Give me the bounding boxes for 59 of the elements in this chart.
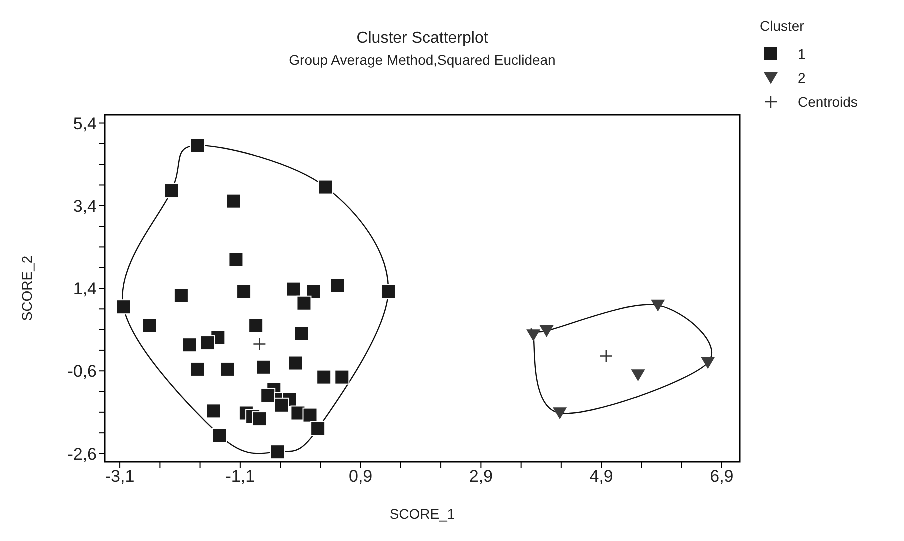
y-axis-title: SCORE_2 — [18, 256, 35, 322]
point — [380, 284, 396, 300]
y-tick-label: 5,4 — [73, 114, 97, 134]
point — [182, 338, 198, 353]
point — [174, 288, 189, 304]
point — [651, 300, 666, 312]
y-tick-label: 1,4 — [73, 280, 97, 299]
point — [190, 138, 206, 154]
chart-subtitle: Group Average Method,Squared Euclidean — [288, 52, 557, 68]
point — [553, 408, 568, 420]
point — [310, 421, 326, 436]
point — [302, 408, 318, 423]
point — [226, 194, 242, 209]
point — [306, 284, 322, 300]
point — [220, 362, 236, 377]
point — [260, 388, 276, 403]
point — [334, 370, 350, 385]
point — [318, 180, 334, 195]
point — [330, 278, 346, 294]
chart-title: Cluster Scatterplot — [356, 30, 490, 48]
point — [256, 360, 272, 375]
x-tick-label: -1,1 — [226, 467, 256, 486]
point — [228, 252, 244, 268]
point — [212, 428, 228, 444]
point — [116, 300, 132, 315]
point — [526, 330, 541, 342]
legend-label: Centroids — [798, 94, 858, 110]
point — [206, 404, 222, 419]
x-tick-label: 0,9 — [348, 467, 373, 486]
legend-label: 1 — [798, 46, 806, 62]
point — [190, 362, 206, 377]
point — [252, 412, 268, 427]
legend-title: Cluster — [760, 18, 806, 34]
y-tick-label: 3,4 — [73, 196, 97, 216]
point — [294, 326, 310, 342]
x-tick-label: 6,9 — [710, 467, 734, 486]
y-tick-label: -0,6 — [68, 362, 97, 382]
point — [164, 184, 180, 199]
point — [701, 357, 716, 370]
point — [296, 296, 312, 311]
point — [316, 370, 332, 385]
x-tick-label: -3,1 — [105, 467, 135, 486]
point — [286, 282, 302, 297]
x-axis-title: SCORE_1 — [390, 506, 456, 522]
point — [142, 318, 158, 334]
point — [631, 370, 646, 382]
y-tick-label: -2,6 — [68, 444, 97, 464]
x-tick-label: 4,9 — [590, 467, 614, 486]
x-tick-label: 2,9 — [469, 467, 494, 486]
point — [288, 356, 304, 371]
point — [200, 336, 216, 351]
point — [248, 318, 264, 334]
point — [270, 444, 286, 460]
point — [236, 284, 252, 300]
point — [274, 398, 290, 413]
point — [540, 325, 554, 338]
point — [600, 350, 613, 363]
legend-label: 2 — [798, 70, 806, 86]
point — [253, 338, 266, 351]
